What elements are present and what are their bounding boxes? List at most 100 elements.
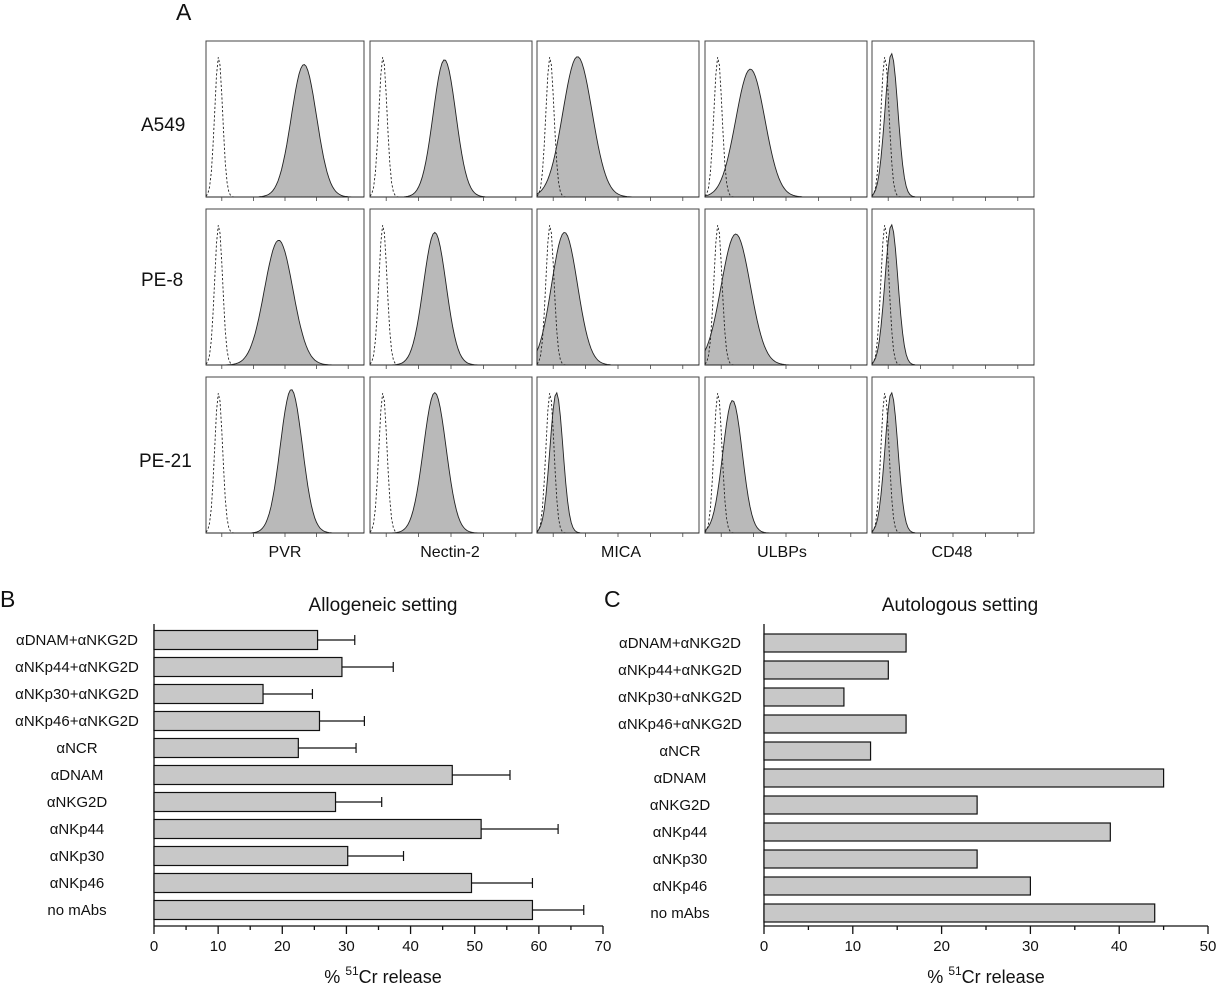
x-tick-label: 40 (402, 938, 419, 955)
bar-ankp44-plus-ankg2d (763, 660, 889, 680)
category-label-ankp30: αNKp30 (50, 848, 105, 865)
histogram-pe-21-mica (536, 376, 700, 537)
row-label-pe-21: PE-21 (139, 451, 192, 472)
isotype-histogram (704, 393, 867, 534)
histogram-pe-21-cd48 (871, 376, 1035, 537)
x-tick-label: 50 (1200, 938, 1217, 955)
isotype-histogram (536, 57, 699, 198)
isotype-histogram (871, 393, 1034, 534)
category-label-no-mabs: no mAbs (47, 902, 106, 919)
column-label-ulbps: ULBPs (757, 544, 807, 561)
bar-ankp46 (763, 876, 1031, 896)
histogram-pe-8-cd48 (871, 208, 1035, 369)
histogram-pe-21-pvr (205, 376, 365, 537)
column-label-pvr: PVR (269, 544, 302, 561)
category-label-ankp46: αNKp46 (653, 878, 708, 895)
isotype-histogram (704, 225, 867, 366)
category-label-ankp44-plus-ankg2d: αNKp44+αNKG2D (15, 659, 139, 676)
panel-c: C Autologous setting 0 10 20 30 40 50 αDNAM+αN… (604, 586, 1216, 986)
isotype-histogram (205, 393, 364, 534)
category-label-ankp46: αNKp46 (50, 875, 105, 892)
x-tick-label: 30 (338, 938, 355, 955)
x-tick-label: 30 (1022, 938, 1039, 955)
bar-ankg2d (153, 791, 337, 813)
isotype-histogram (205, 57, 364, 198)
panel-b: B Allogeneic setting 0 10 20 30 40 50 60 70 αDNA… (0, 586, 611, 986)
bar-adnam-plus-ankg2d (763, 633, 907, 653)
x-tick-label: 50 (466, 938, 483, 955)
row-label-pe-8: PE-8 (141, 270, 183, 291)
category-label-ankp46-plus-ankg2d: αNKp46+αNKG2D (618, 716, 742, 733)
bar-ankp30 (153, 845, 349, 867)
histogram-a549-mica (536, 40, 700, 201)
bar-ankp44 (763, 822, 1111, 842)
category-label-ankp44: αNKp44 (50, 821, 105, 838)
panel-b-title: Allogeneic setting (309, 595, 458, 616)
category-label-ankp30: αNKp30 (653, 851, 708, 868)
histogram-pe-8-pvr (205, 208, 365, 369)
category-label-adnam-plus-ankg2d: αDNAM+αNKG2D (619, 635, 741, 652)
x-tick-label: 40 (1111, 938, 1128, 955)
x-tick-label: 20 (933, 938, 950, 955)
isotype-histogram (205, 225, 364, 366)
category-label-adnam: αDNAM (654, 770, 707, 787)
isotype-histogram (871, 225, 1034, 366)
category-label-ankp44: αNKp44 (653, 824, 708, 841)
panel-c-title: Autologous setting (882, 595, 1038, 616)
category-label-ankp46-plus-ankg2d: αNKp46+αNKG2D (15, 713, 139, 730)
category-label-ancr: αNCR (56, 740, 97, 757)
histogram-a549-ulbps (704, 40, 868, 201)
category-label-ankp30-plus-ankg2d: αNKp30+αNKG2D (618, 689, 742, 706)
panel-c-x-axis-title: % 51Cr release (927, 964, 1044, 986)
x-tick-label: 0 (760, 938, 768, 955)
panel-a-letter: A (176, 0, 192, 25)
histogram-pe-21-nectin-2 (369, 376, 533, 537)
column-label-mica: MICA (601, 544, 641, 561)
x-tick-label: 0 (150, 938, 158, 955)
bar-ankp30-plus-ankg2d (153, 683, 264, 705)
bar-ankp46 (153, 872, 473, 894)
column-label-nectin-2: Nectin-2 (420, 544, 480, 561)
panel-c-letter: C (604, 586, 621, 612)
isotype-histogram (704, 57, 867, 198)
histogram-pe-8-mica (536, 208, 700, 369)
histogram-grid (205, 40, 1035, 537)
panel-b-x-axis-title: % 51Cr release (324, 964, 441, 986)
histogram-pe-8-ulbps (704, 208, 868, 369)
bar-no-mabs (153, 899, 534, 921)
category-label-adnam: αDNAM (51, 767, 104, 784)
category-label-adnam-plus-ankg2d: αDNAM+αNKG2D (16, 632, 138, 649)
bar-ancr (763, 741, 872, 761)
category-label-ancr: αNCR (659, 743, 700, 760)
histogram-pe-21-ulbps (704, 376, 868, 537)
row-label-a549: A549 (141, 115, 185, 136)
bar-ankp46-plus-ankg2d (153, 710, 321, 732)
bar-ankp44-plus-ankg2d (153, 656, 343, 678)
isotype-histogram (369, 225, 532, 366)
histogram-a549-nectin-2 (369, 40, 533, 201)
x-tick-label: 60 (531, 938, 548, 955)
isotype-histogram (871, 57, 1034, 198)
category-label-ankp44-plus-ankg2d: αNKp44+αNKG2D (618, 662, 742, 679)
category-label-no-mabs: no mAbs (650, 905, 709, 922)
bar-adnam (763, 768, 1165, 788)
category-label-ankp30-plus-ankg2d: αNKp30+αNKG2D (15, 686, 139, 703)
panel-b-bar-chart: 0 10 20 30 40 50 60 70 αDNAM+αNKG2D αNKp44+αNKG2D… (15, 624, 611, 955)
isotype-histogram (536, 225, 699, 366)
bar-ankp44 (153, 818, 482, 840)
panel-b-letter: B (0, 586, 15, 612)
bar-ankp30 (763, 849, 978, 869)
category-label-ankg2d: αNKG2D (650, 797, 711, 814)
histogram-pe-8-nectin-2 (369, 208, 533, 369)
panel-a: A A549 PE-8 PE-21 PVR Nectin-2 MICA ULBP… (139, 0, 1035, 561)
bar-adnam-plus-ankg2d (153, 629, 319, 651)
panel-c-bar-chart: 0 10 20 30 40 50 αDNAM+αNKG2D αNKp44+αNKG2D αNKp… (618, 624, 1216, 955)
isotype-histogram (536, 393, 699, 534)
bar-adnam (153, 764, 453, 786)
histogram-a549-cd48 (871, 40, 1035, 201)
isotype-histogram (369, 393, 532, 534)
bar-no-mabs (763, 903, 1156, 923)
bar-ankp46-plus-ankg2d (763, 714, 907, 734)
category-label-ankg2d: αNKG2D (47, 794, 108, 811)
